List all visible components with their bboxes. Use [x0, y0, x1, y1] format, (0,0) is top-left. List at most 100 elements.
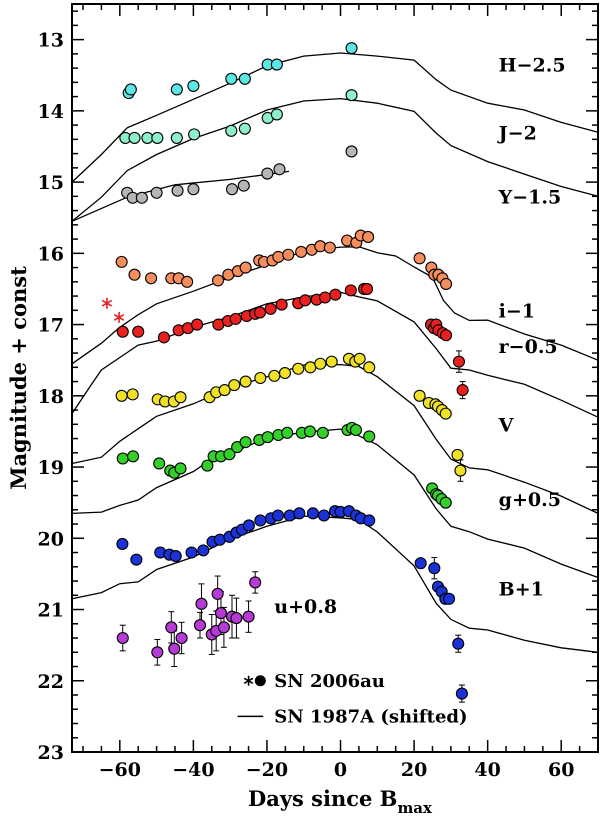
- y-tick-label: 23: [38, 742, 64, 764]
- point-i−1-28: [440, 277, 453, 291]
- point-B+1-26: [414, 557, 427, 570]
- point-i−1-18: [323, 241, 336, 254]
- band-label-i−1: i−1: [499, 300, 535, 322]
- point-g+0.5-5: [174, 462, 187, 475]
- point-r−0.5-0: [116, 325, 129, 338]
- point-Y−1.5-3: [150, 186, 163, 199]
- y-tick-label: 19: [38, 457, 64, 479]
- y-tick-label: 18: [38, 386, 64, 408]
- point-V-16: [314, 357, 327, 370]
- point-J−2-6: [225, 124, 238, 137]
- point-J−2-9: [270, 108, 283, 121]
- band-label-J−2: J−2: [497, 122, 537, 144]
- y-tick-label: 21: [38, 600, 64, 622]
- point-Y−1.5-5: [187, 183, 200, 196]
- point-r−0.5-21: [360, 282, 374, 296]
- point-r−0.5-5: [191, 318, 204, 331]
- point-Y−1.5-4: [171, 184, 184, 197]
- point-u+0.8-11: [217, 621, 230, 634]
- point-r−0.5-17: [319, 291, 332, 304]
- x-tick-label: 0: [334, 759, 347, 781]
- point-V-10: [239, 375, 252, 388]
- point-g+0.5-22: [363, 430, 376, 443]
- sn1987a-curve-i−1: [71, 246, 599, 365]
- point-H−2.5-7: [270, 58, 283, 71]
- y-tick-label: 17: [38, 315, 64, 337]
- x-tick-label: −40: [172, 759, 214, 781]
- point-B+1-18: [306, 507, 319, 520]
- point-B+1-13: [254, 514, 267, 527]
- point-V-13: [278, 366, 292, 380]
- point-V-21: [363, 361, 376, 374]
- point-J−2-1: [128, 131, 141, 144]
- point-r−0.5-19: [344, 284, 357, 297]
- point-V-20: [353, 352, 366, 365]
- x-axis-title: Days since Bmax: [248, 786, 433, 817]
- point-B+1-5: [185, 546, 198, 559]
- sn1987a-curve-H−2.5: [71, 52, 599, 183]
- point-V-28: [451, 448, 464, 461]
- x-tick-label: 60: [548, 759, 574, 781]
- point-B+1-31: [442, 592, 456, 605]
- point-g+0.5-9: [223, 448, 236, 461]
- point-r−0.5-18: [329, 288, 342, 301]
- y-tick-label: 16: [38, 243, 64, 265]
- sn1987a-curve-Y−1.5: [71, 170, 290, 222]
- point-i−1-15: [295, 245, 308, 258]
- star-r−0.5-0: [101, 297, 113, 309]
- point-H−2.5-2: [170, 83, 183, 96]
- point-r−0.5-11: [253, 306, 267, 319]
- point-i−1-6: [211, 274, 225, 287]
- band-label-B+1: B+1: [499, 578, 544, 600]
- point-i−1-14: [282, 248, 295, 261]
- axes: −60 −40 −20 0 20 40 60 13 14 15 16 17 18 19 20 21 22 23: [38, 3, 599, 781]
- x-tick-label: 40: [474, 759, 500, 781]
- x-axis-title-main: Days since B: [248, 786, 397, 811]
- point-r−0.5-8: [229, 312, 242, 325]
- point-u+0.8-4: [175, 631, 188, 645]
- band-label-V: V: [498, 414, 515, 436]
- point-B+1-17: [293, 507, 306, 520]
- point-V-11: [254, 371, 267, 385]
- y-tick-label: 15: [38, 172, 64, 194]
- point-u+0.8-6: [195, 597, 208, 610]
- point-u+0.8-15: [249, 576, 262, 589]
- point-r−0.5-15: [299, 294, 312, 307]
- point-H−2.5-8: [345, 42, 358, 55]
- data-points: [101, 42, 469, 700]
- point-H−2.5-4: [225, 72, 238, 85]
- point-B+1-4: [169, 550, 182, 563]
- point-g+0.5-18: [316, 426, 329, 439]
- point-H−2.5-3: [187, 79, 200, 92]
- band-labels: H−2.5 J−2 Y−1.5 i−1 r−0.5 Vg+0.5 B+1 u+0.8: [274, 55, 565, 618]
- point-r−0.5-12: [264, 302, 277, 315]
- point-Y−1.5-6: [225, 183, 239, 196]
- y-axis-title: Magnitude + const: [6, 266, 31, 490]
- point-V-27: [439, 407, 452, 420]
- point-g+0.5-2: [153, 457, 166, 470]
- band-label-r−0.5: r−0.5: [499, 336, 558, 358]
- band-label-u+0.8: u+0.8: [274, 596, 337, 618]
- point-u+0.8-13: [230, 612, 243, 625]
- legend-dot-symbol: [254, 675, 266, 687]
- point-J−2-4: [170, 131, 183, 144]
- legend: SN 2006au SN 1987A (shifted): [237, 671, 468, 727]
- sn1987a-curve-V: [71, 363, 599, 514]
- point-r−0.5-27: [440, 329, 453, 342]
- point-V-15: [304, 361, 317, 374]
- point-J−2-3: [151, 131, 164, 144]
- point-H−2.5-5: [238, 72, 251, 85]
- point-V-22: [413, 389, 426, 402]
- band-label-H−2.5: H−2.5: [499, 55, 566, 77]
- y-tick-label: 14: [38, 101, 64, 123]
- point-V-0: [115, 389, 128, 402]
- y-tick-label: 22: [38, 671, 64, 693]
- point-u+0.8-2: [165, 621, 178, 634]
- point-B+1-27: [428, 562, 441, 575]
- point-V-8: [218, 384, 231, 397]
- point-B+1-33: [455, 687, 468, 700]
- point-r−0.5-1: [132, 325, 145, 338]
- y-tick-label: 20: [38, 528, 64, 550]
- point-V-17: [325, 355, 338, 368]
- point-B+1-12: [242, 519, 255, 532]
